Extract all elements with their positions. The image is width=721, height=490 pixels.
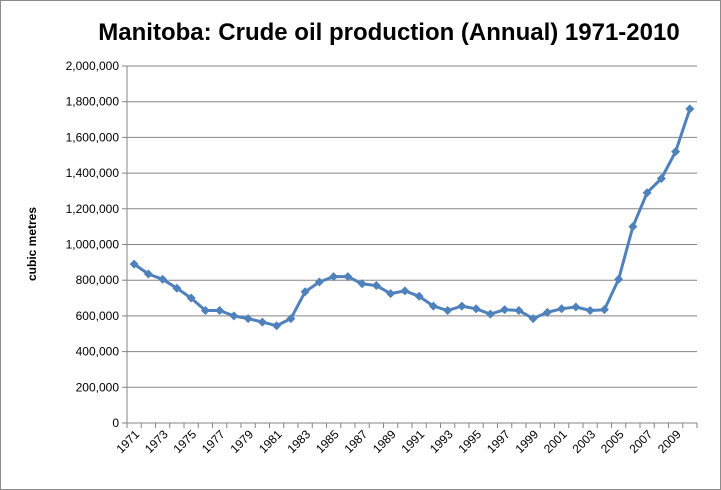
y-tick-label: 200,000 <box>76 380 120 394</box>
data-points <box>129 104 695 331</box>
data-point <box>357 279 367 289</box>
chart-title: Manitoba: Crude oil production (Annual) … <box>98 19 679 46</box>
data-point <box>286 314 296 324</box>
x-tick-label: 1973 <box>142 427 171 456</box>
data-point <box>628 222 638 232</box>
data-point <box>371 281 381 291</box>
x-tick-label: 1979 <box>227 427 256 456</box>
data-point <box>514 306 524 316</box>
data-point <box>671 147 681 157</box>
y-tick-label: 800,000 <box>76 273 120 287</box>
data-point <box>158 274 168 284</box>
data-point <box>129 259 139 269</box>
data-point <box>143 269 153 279</box>
x-tick-label: 1991 <box>398 427 427 456</box>
y-tick-label: 2,000,000 <box>66 59 120 73</box>
data-point <box>500 305 510 315</box>
y-tick-label: 1,800,000 <box>66 95 120 109</box>
data-point <box>599 305 609 315</box>
x-tick-label: 1989 <box>370 427 399 456</box>
x-tick-label: 1993 <box>427 427 456 456</box>
y-tick-labels: 0 200,000 400,000 600,000 800,000 1,000,000 1,… <box>66 59 120 430</box>
data-point <box>457 301 467 311</box>
data-point <box>542 307 552 317</box>
axes <box>126 66 697 424</box>
x-tick-label: 2001 <box>541 427 570 456</box>
y-tick-label: 0 <box>112 416 119 430</box>
data-point <box>329 272 339 282</box>
data-point <box>300 287 310 297</box>
x-tick-label: 2005 <box>598 427 627 456</box>
data-point <box>571 302 581 312</box>
data-point <box>471 304 481 314</box>
data-point <box>400 286 410 296</box>
data-point <box>186 293 196 303</box>
x-tick-label: 2003 <box>569 427 598 456</box>
x-tick-label: 1971 <box>113 427 142 456</box>
x-tick-label: 1999 <box>512 427 541 456</box>
data-point <box>656 173 666 183</box>
data-point <box>414 291 424 301</box>
data-point <box>685 104 695 114</box>
y-axis-label: cubic metres <box>25 207 39 281</box>
data-point <box>642 188 652 198</box>
data-point <box>272 321 282 331</box>
gridlines <box>122 65 698 428</box>
x-tick-label: 1985 <box>313 427 342 456</box>
x-tick-labels: 1971 1973 1975 1977 1979 1981 1983 1985 1987 1989… <box>113 427 684 456</box>
x-tick-label: 2007 <box>626 427 655 456</box>
data-point <box>485 309 495 319</box>
x-tick-label: 1981 <box>256 427 285 456</box>
y-tick-label: 1,200,000 <box>66 202 120 216</box>
data-point <box>557 304 567 314</box>
data-point <box>314 277 324 287</box>
data-point <box>386 289 396 299</box>
y-tick-label: 600,000 <box>76 309 120 323</box>
x-tick-label: 1997 <box>484 427 513 456</box>
data-point <box>257 317 267 327</box>
y-tick-label: 1,600,000 <box>66 130 120 144</box>
data-point <box>229 311 239 321</box>
x-tick-label: 1975 <box>170 427 199 456</box>
data-point <box>243 314 253 324</box>
x-tick-label: 1983 <box>284 427 313 456</box>
y-tick-label: 1,000,000 <box>66 238 120 252</box>
data-point <box>585 306 595 316</box>
data-point <box>614 274 624 284</box>
y-tick-label: 400,000 <box>76 345 120 359</box>
data-point <box>443 306 453 316</box>
data-point <box>200 306 210 316</box>
data-point <box>428 301 438 311</box>
x-tick-label: 1977 <box>199 427 228 456</box>
x-tick-label: 1995 <box>455 427 484 456</box>
data-point <box>172 283 182 293</box>
x-tick-label: 1987 <box>341 427 370 456</box>
data-point <box>215 306 225 316</box>
series-line <box>133 108 692 328</box>
y-tick-label: 1,400,000 <box>66 166 120 180</box>
data-point <box>528 314 538 324</box>
x-tick-label: 2009 <box>655 427 684 456</box>
data-point <box>343 272 353 282</box>
